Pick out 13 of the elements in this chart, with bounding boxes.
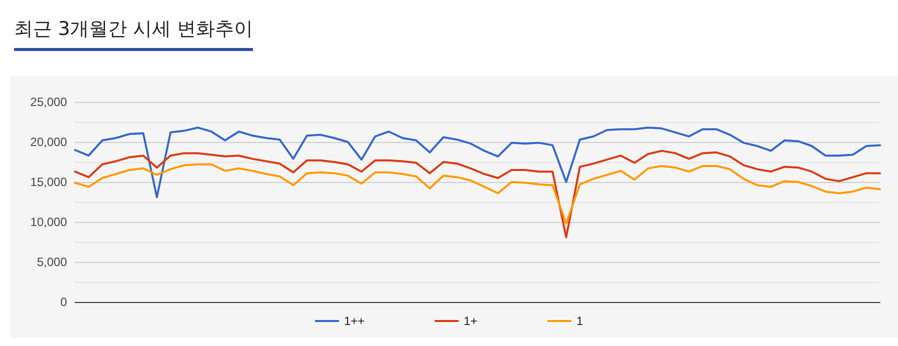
legend-label: 1 <box>576 314 584 328</box>
y-tick-label: 15,000 <box>30 175 68 189</box>
line-series <box>74 126 881 198</box>
legend-label: 1++ <box>344 314 365 328</box>
line-series <box>74 150 881 238</box>
y-tick-label: 20,000 <box>30 135 68 149</box>
y-tick-label: 5,000 <box>36 255 68 269</box>
y-tick-label: 0 <box>60 295 68 309</box>
chart-title: 최근 3개월간 시세 변화추이 <box>14 16 254 51</box>
y-tick-label: 10,000 <box>30 215 68 229</box>
y-tick-label: 25,000 <box>30 95 68 109</box>
line-series <box>74 163 881 225</box>
legend-label: 1+ <box>464 314 478 328</box>
